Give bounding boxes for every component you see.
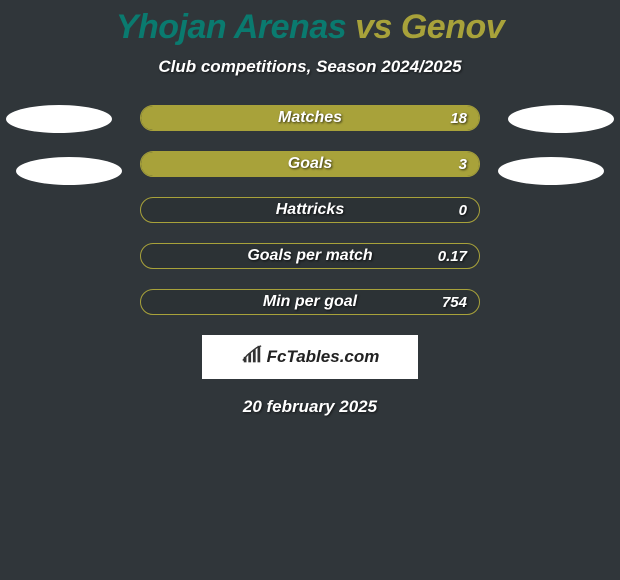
bar-value: 0.17 xyxy=(438,244,467,268)
bar-row-min-per-goal: Min per goal 754 xyxy=(140,289,480,315)
bar-value: 18 xyxy=(450,106,467,130)
avatar-left-bottom xyxy=(16,157,122,185)
bar-row-goals-per-match: Goals per match 0.17 xyxy=(140,243,480,269)
vs-separator: vs xyxy=(346,8,401,46)
chart-area: Matches 18 Goals 3 Hattricks 0 Goals per… xyxy=(0,105,620,315)
bar-label: Goals xyxy=(141,152,479,176)
bar-value: 754 xyxy=(442,290,467,314)
barchart-icon xyxy=(241,344,263,371)
subtitle: Club competitions, Season 2024/2025 xyxy=(0,57,620,77)
snapshot-date: 20 february 2025 xyxy=(0,397,620,417)
avatar-right-top xyxy=(508,105,614,133)
bar-value: 3 xyxy=(459,152,467,176)
player-left-name: Yhojan Arenas xyxy=(116,8,346,46)
avatar-right-bottom xyxy=(498,157,604,185)
bar-row-matches: Matches 18 xyxy=(140,105,480,131)
stat-bars: Matches 18 Goals 3 Hattricks 0 Goals per… xyxy=(140,105,480,315)
bar-label: Goals per match xyxy=(141,244,479,268)
bar-label: Matches xyxy=(141,106,479,130)
player-right-name: Genov xyxy=(401,8,504,46)
avatar-left-top xyxy=(6,105,112,133)
bar-value: 0 xyxy=(459,198,467,222)
bar-row-goals: Goals 3 xyxy=(140,151,480,177)
comparison-title: Yhojan Arenas vs Genov xyxy=(0,0,620,47)
bar-label: Min per goal xyxy=(141,290,479,314)
source-logo[interactable]: FcTables.com xyxy=(202,335,418,379)
source-logo-text: FcTables.com xyxy=(267,347,380,367)
bar-row-hattricks: Hattricks 0 xyxy=(140,197,480,223)
bar-label: Hattricks xyxy=(141,198,479,222)
